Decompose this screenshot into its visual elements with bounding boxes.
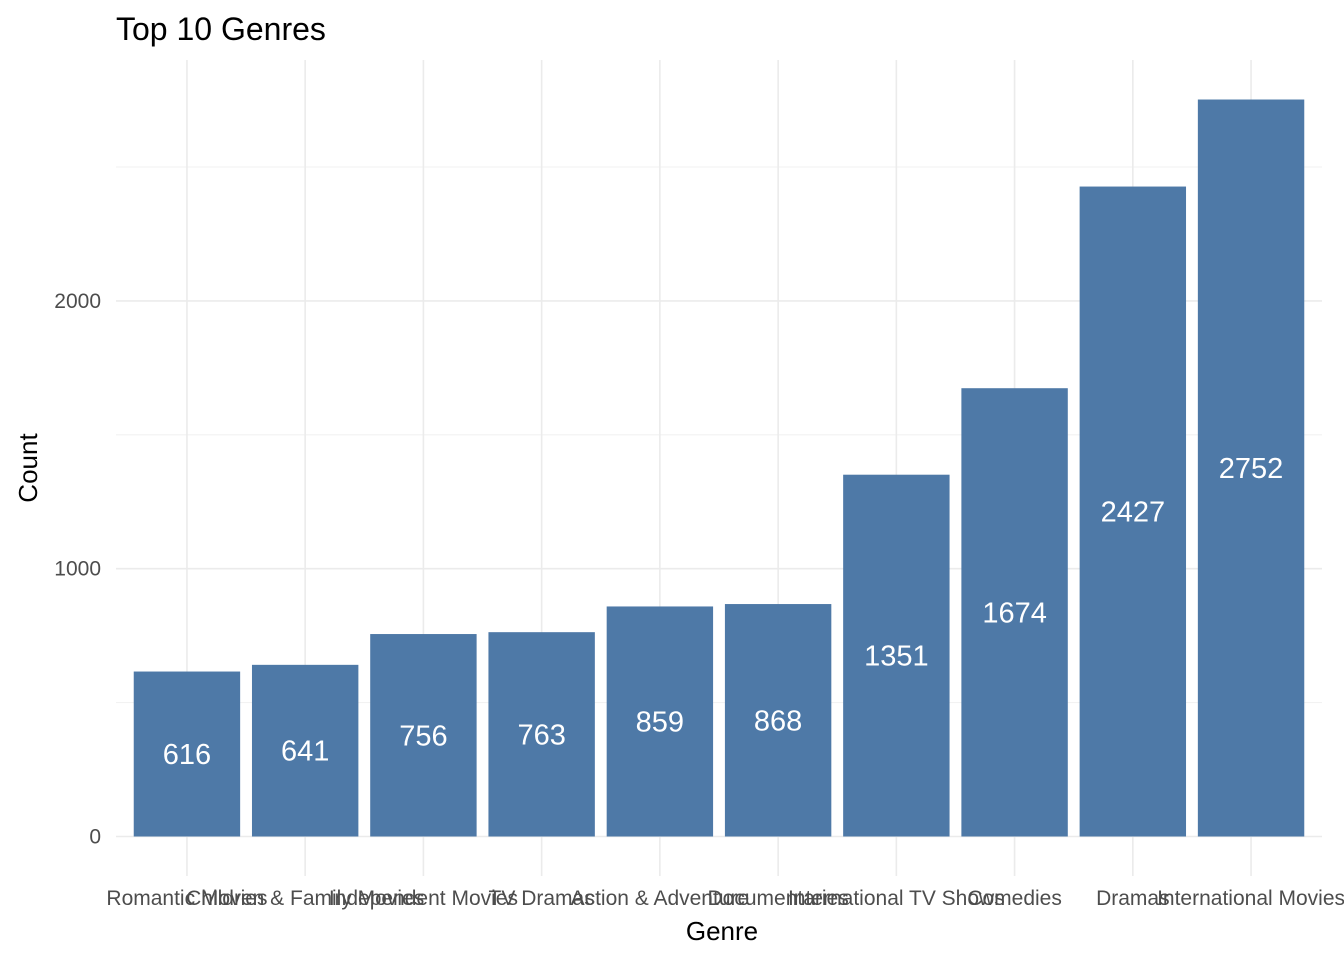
bar (251, 664, 359, 837)
bar (961, 388, 1068, 837)
bar (1079, 186, 1187, 837)
x-tick-label: Action & Adventure (571, 887, 750, 910)
bar-value-label: 1674 (982, 597, 1047, 629)
y-tick-label: 1000 (54, 558, 101, 581)
y-tick-label: 2000 (54, 290, 101, 313)
bar-value-label: 756 (399, 720, 447, 752)
bar-value-label: 2427 (1101, 497, 1166, 529)
y-tick-label: 0 (89, 826, 101, 849)
bar (606, 606, 714, 837)
x-tick-label: Dramas (1096, 887, 1170, 910)
x-tick-label: Children & Family Movies (186, 887, 424, 910)
chart-title: Top 10 Genres (116, 11, 326, 47)
x-tick-label: Documentaries (708, 887, 849, 910)
x-axis-title: Genre (686, 916, 758, 946)
bar-value-label: 763 (517, 719, 565, 751)
bar (724, 604, 832, 837)
bar-value-label: 868 (754, 705, 802, 737)
bar (1197, 99, 1305, 837)
x-tick-label: Independent Movies (329, 887, 518, 910)
y-axis-title: Count (13, 433, 43, 503)
x-tick-label: International TV Shows (788, 887, 1005, 910)
bar-value-label: 859 (636, 706, 684, 738)
bar (133, 671, 241, 837)
bars (133, 99, 1305, 837)
bar (843, 474, 950, 837)
bar-value-label: 616 (163, 739, 211, 771)
bar (488, 632, 595, 837)
bar-value-label: 1351 (864, 641, 929, 673)
bar-value-label: 2752 (1219, 453, 1284, 485)
bar (370, 634, 477, 837)
x-tick-label: Romantic Movies (106, 887, 267, 910)
x-tick-label: Comedies (967, 887, 1062, 910)
bar-value-label: 641 (281, 736, 329, 768)
x-tick-label: TV Dramas (489, 887, 595, 910)
y-axis-ticks: 0 1000 2000 (54, 290, 101, 849)
x-tick-label: International Movies (1157, 887, 1344, 910)
data-labels: 616 641 756 763 859 868 1351 1674 2427 2752 (163, 453, 1284, 771)
